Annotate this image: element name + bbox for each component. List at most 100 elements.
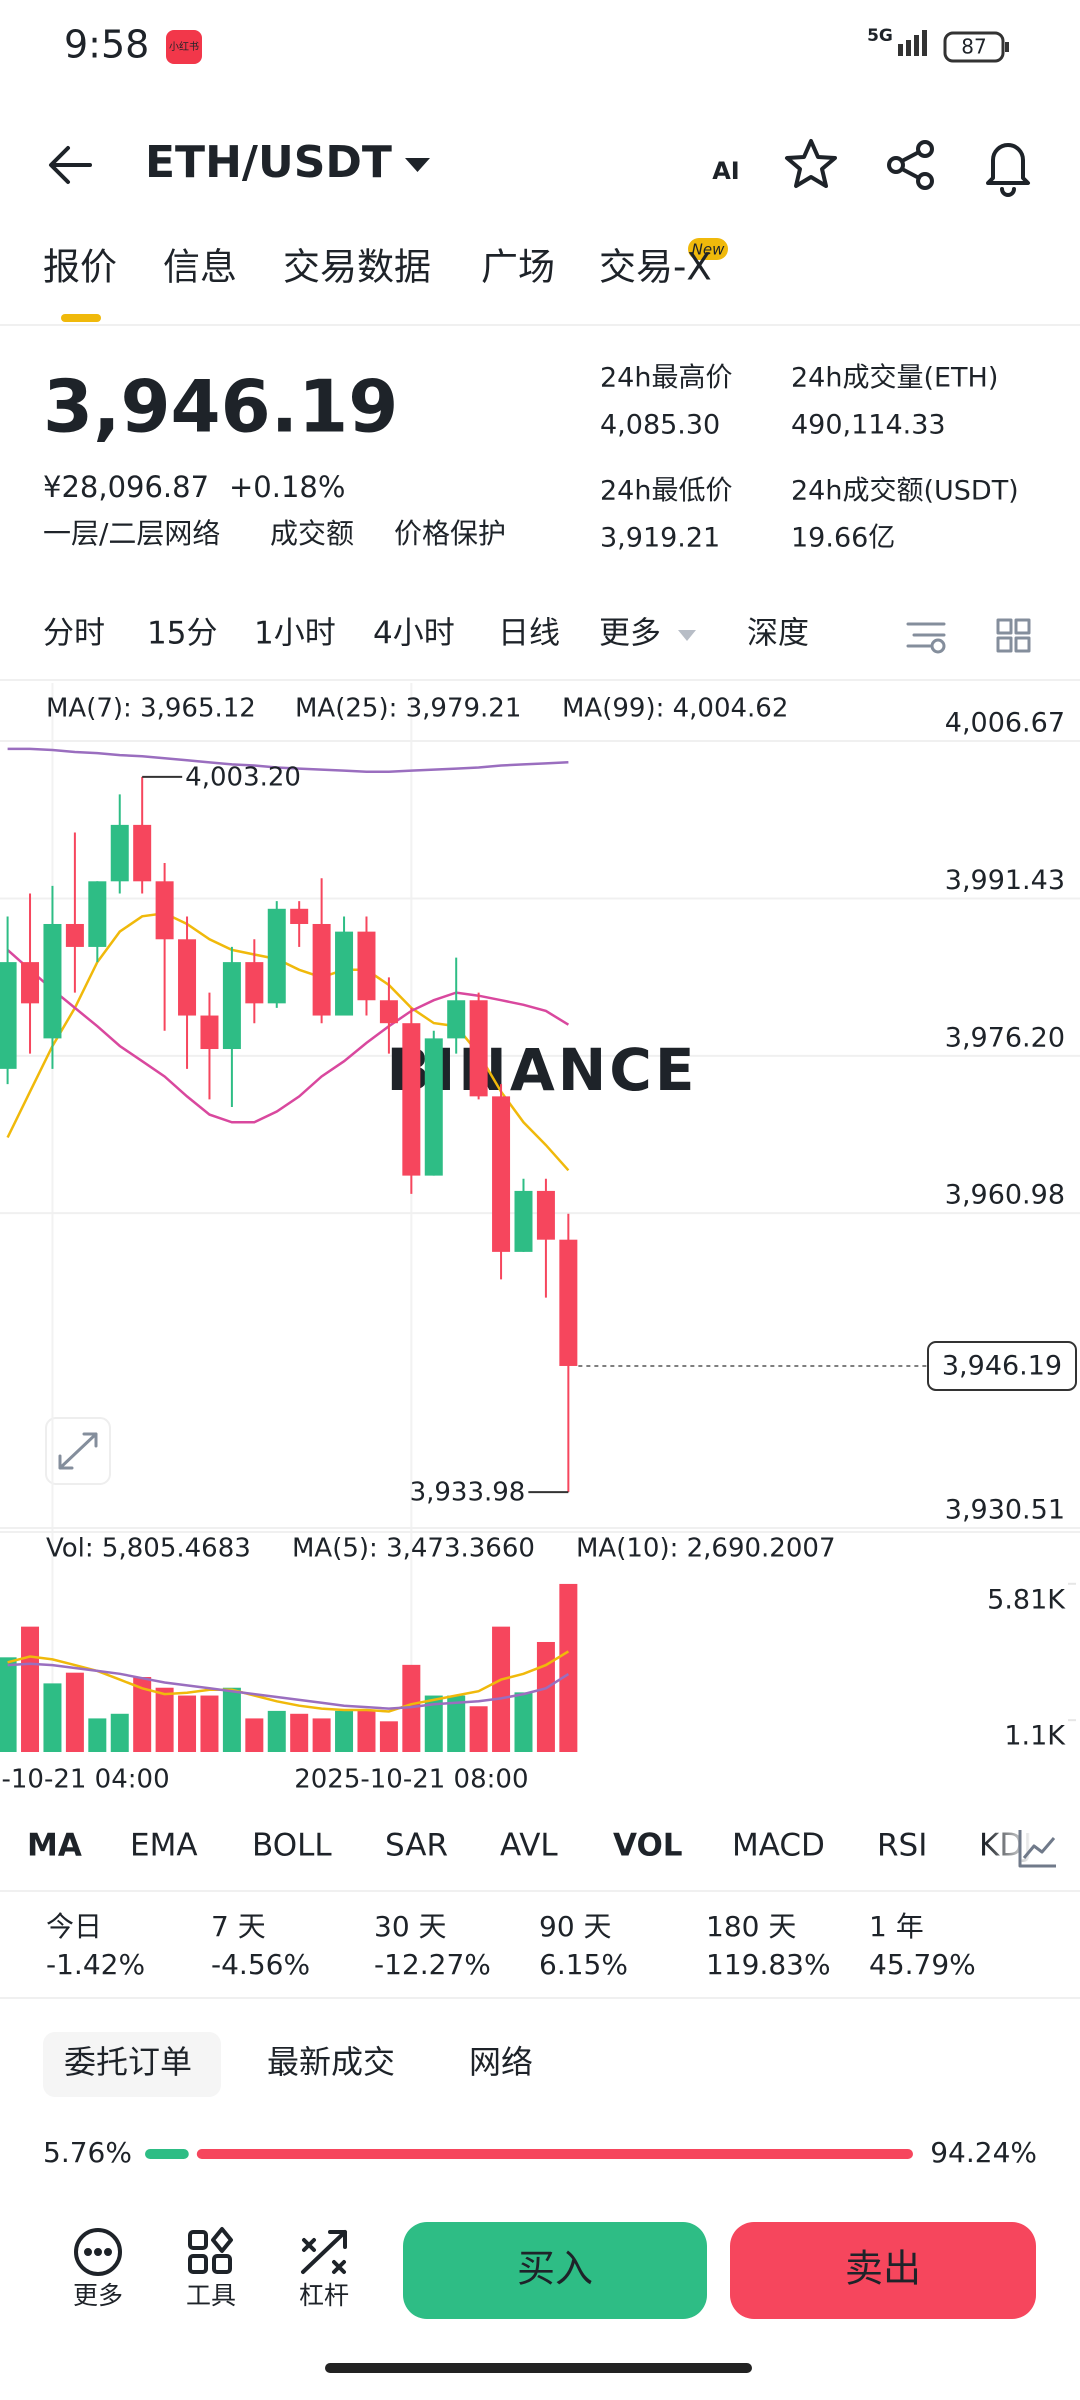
indicator-tab[interactable]: MA — [27, 1828, 82, 1864]
indicator-tab[interactable]: BOLL — [252, 1828, 332, 1864]
interval[interactable]: 15分 — [147, 616, 217, 652]
legend-entry: MA(7): 3,965.12 — [46, 694, 256, 724]
order-tab[interactable]: 委托订单 — [64, 2043, 192, 2081]
buy-ratio-bar — [145, 2149, 189, 2159]
battery-tip — [1005, 42, 1009, 52]
sell-button[interactable] — [730, 2222, 1036, 2319]
volume-bar — [312, 1718, 331, 1752]
volume-bar — [335, 1710, 354, 1752]
volume-bar — [133, 1677, 152, 1752]
volume-bar — [447, 1695, 466, 1752]
period-label: 今日 — [46, 1910, 102, 1943]
volume-bar — [200, 1695, 219, 1752]
volume-bar — [43, 1683, 62, 1752]
y-tick-label: 4,006.67 — [945, 707, 1065, 738]
low-marker-label: 3,933.98 — [410, 1478, 526, 1508]
candle-body — [492, 1096, 511, 1252]
tools-icon[interactable] — [188, 2227, 233, 2274]
sell-label[interactable]: 卖出 — [845, 2247, 921, 2291]
indicator-tab[interactable]: SAR — [385, 1828, 448, 1864]
layout-button[interactable] — [996, 618, 1031, 653]
volume-bar — [245, 1718, 264, 1752]
tag[interactable]: 一层/二层网络 — [43, 517, 220, 550]
interval[interactable]: 日线 — [498, 616, 560, 652]
action-label[interactable]: 更多 — [73, 2281, 123, 2310]
volume-bar — [0, 1657, 17, 1752]
new-badge-text: New — [692, 241, 725, 259]
candle-body — [379, 1000, 398, 1024]
tab[interactable]: 信息 — [163, 246, 237, 289]
chart-settings-button[interactable] — [906, 622, 946, 654]
pair-dropdown[interactable] — [405, 158, 430, 172]
candle-body — [155, 881, 174, 940]
alert-button[interactable] — [986, 143, 1030, 197]
volume-bar — [357, 1710, 376, 1752]
volume-bar — [514, 1692, 533, 1752]
volume-bar — [492, 1626, 511, 1752]
favorite-button[interactable] — [785, 139, 837, 188]
tab[interactable]: 广场 — [481, 246, 555, 289]
pair-title[interactable]: ETH/USDT — [145, 137, 392, 188]
indicator-tab[interactable]: EMA — [130, 1828, 198, 1864]
candle-body — [447, 1000, 466, 1039]
candle-body — [402, 1023, 421, 1176]
candle-body — [536, 1190, 555, 1240]
indicator-tab[interactable]: AVL — [500, 1828, 558, 1864]
stat-value: 4,085.30 — [600, 410, 720, 441]
stat-label: 24h成交量(ETH) — [791, 363, 998, 394]
order-tab[interactable]: 网络 — [469, 2043, 533, 2081]
action-label[interactable]: 工具 — [186, 2281, 236, 2310]
tab[interactable]: 交易数据 — [283, 246, 431, 289]
tag[interactable]: 价格保护 — [394, 517, 506, 550]
indicator-tab[interactable]: VOL — [613, 1828, 683, 1864]
candle-body — [469, 1000, 488, 1097]
cny-price: ¥28,096.87 — [43, 470, 209, 504]
share-button[interactable] — [887, 140, 934, 190]
interval[interactable]: 更多 — [599, 616, 661, 652]
volume-bar — [88, 1718, 107, 1752]
indicator-settings[interactable] — [1018, 1830, 1056, 1868]
indicator-tab[interactable]: RSI — [877, 1828, 927, 1864]
volume-bar — [110, 1713, 129, 1752]
volume-bar — [402, 1664, 421, 1752]
buy-button[interactable] — [403, 2222, 707, 2319]
tab[interactable]: 交易-X — [599, 246, 712, 289]
fullscreen-button[interactable] — [45, 1417, 111, 1485]
interval[interactable]: 分时 — [43, 616, 105, 652]
interval[interactable]: 1小时 — [254, 616, 336, 652]
last-price: 3,946.19 — [43, 365, 398, 449]
back-button[interactable] — [49, 146, 92, 184]
tab[interactable]: 报价 — [43, 246, 117, 289]
period-change: 45.79% — [869, 1948, 976, 1981]
ai-button[interactable]: AI — [712, 157, 740, 185]
active-tab-bg — [43, 2032, 221, 2097]
candle-body — [245, 962, 264, 1004]
period-change: 6.15% — [539, 1948, 628, 1981]
stat-value: 3,919.21 — [600, 523, 720, 554]
network-label: 5G — [867, 26, 893, 46]
candle-body — [357, 931, 376, 1001]
home-indicator — [325, 2363, 752, 2373]
signal-icon — [898, 30, 927, 56]
tab-indicator — [61, 314, 101, 322]
order-tab[interactable]: 最新成交 — [267, 2043, 395, 2081]
battery-icon — [943, 31, 1005, 63]
interval[interactable]: 4小时 — [373, 616, 455, 652]
change-percent: +0.18% — [229, 470, 345, 504]
last-price-tag — [927, 1340, 1077, 1391]
y-tick-label: 3,976.20 — [945, 1022, 1065, 1053]
indicator-tab[interactable]: MACD — [732, 1828, 825, 1864]
margin-icon[interactable] — [301, 2230, 347, 2274]
more-icon[interactable] — [74, 2228, 122, 2276]
buy-label[interactable]: 买入 — [517, 2247, 593, 2291]
interval[interactable]: 深度 — [747, 616, 809, 652]
stat-value: 19.66亿 — [791, 523, 895, 554]
ma-line — [7, 1662, 570, 1710]
action-label[interactable]: 杠杆 — [299, 2281, 349, 2310]
candle-body — [65, 923, 84, 947]
legend-entry: MA(25): 3,979.21 — [295, 694, 521, 724]
tag[interactable]: 成交额 — [270, 517, 354, 550]
buy-ratio: 5.76% — [43, 2136, 132, 2169]
